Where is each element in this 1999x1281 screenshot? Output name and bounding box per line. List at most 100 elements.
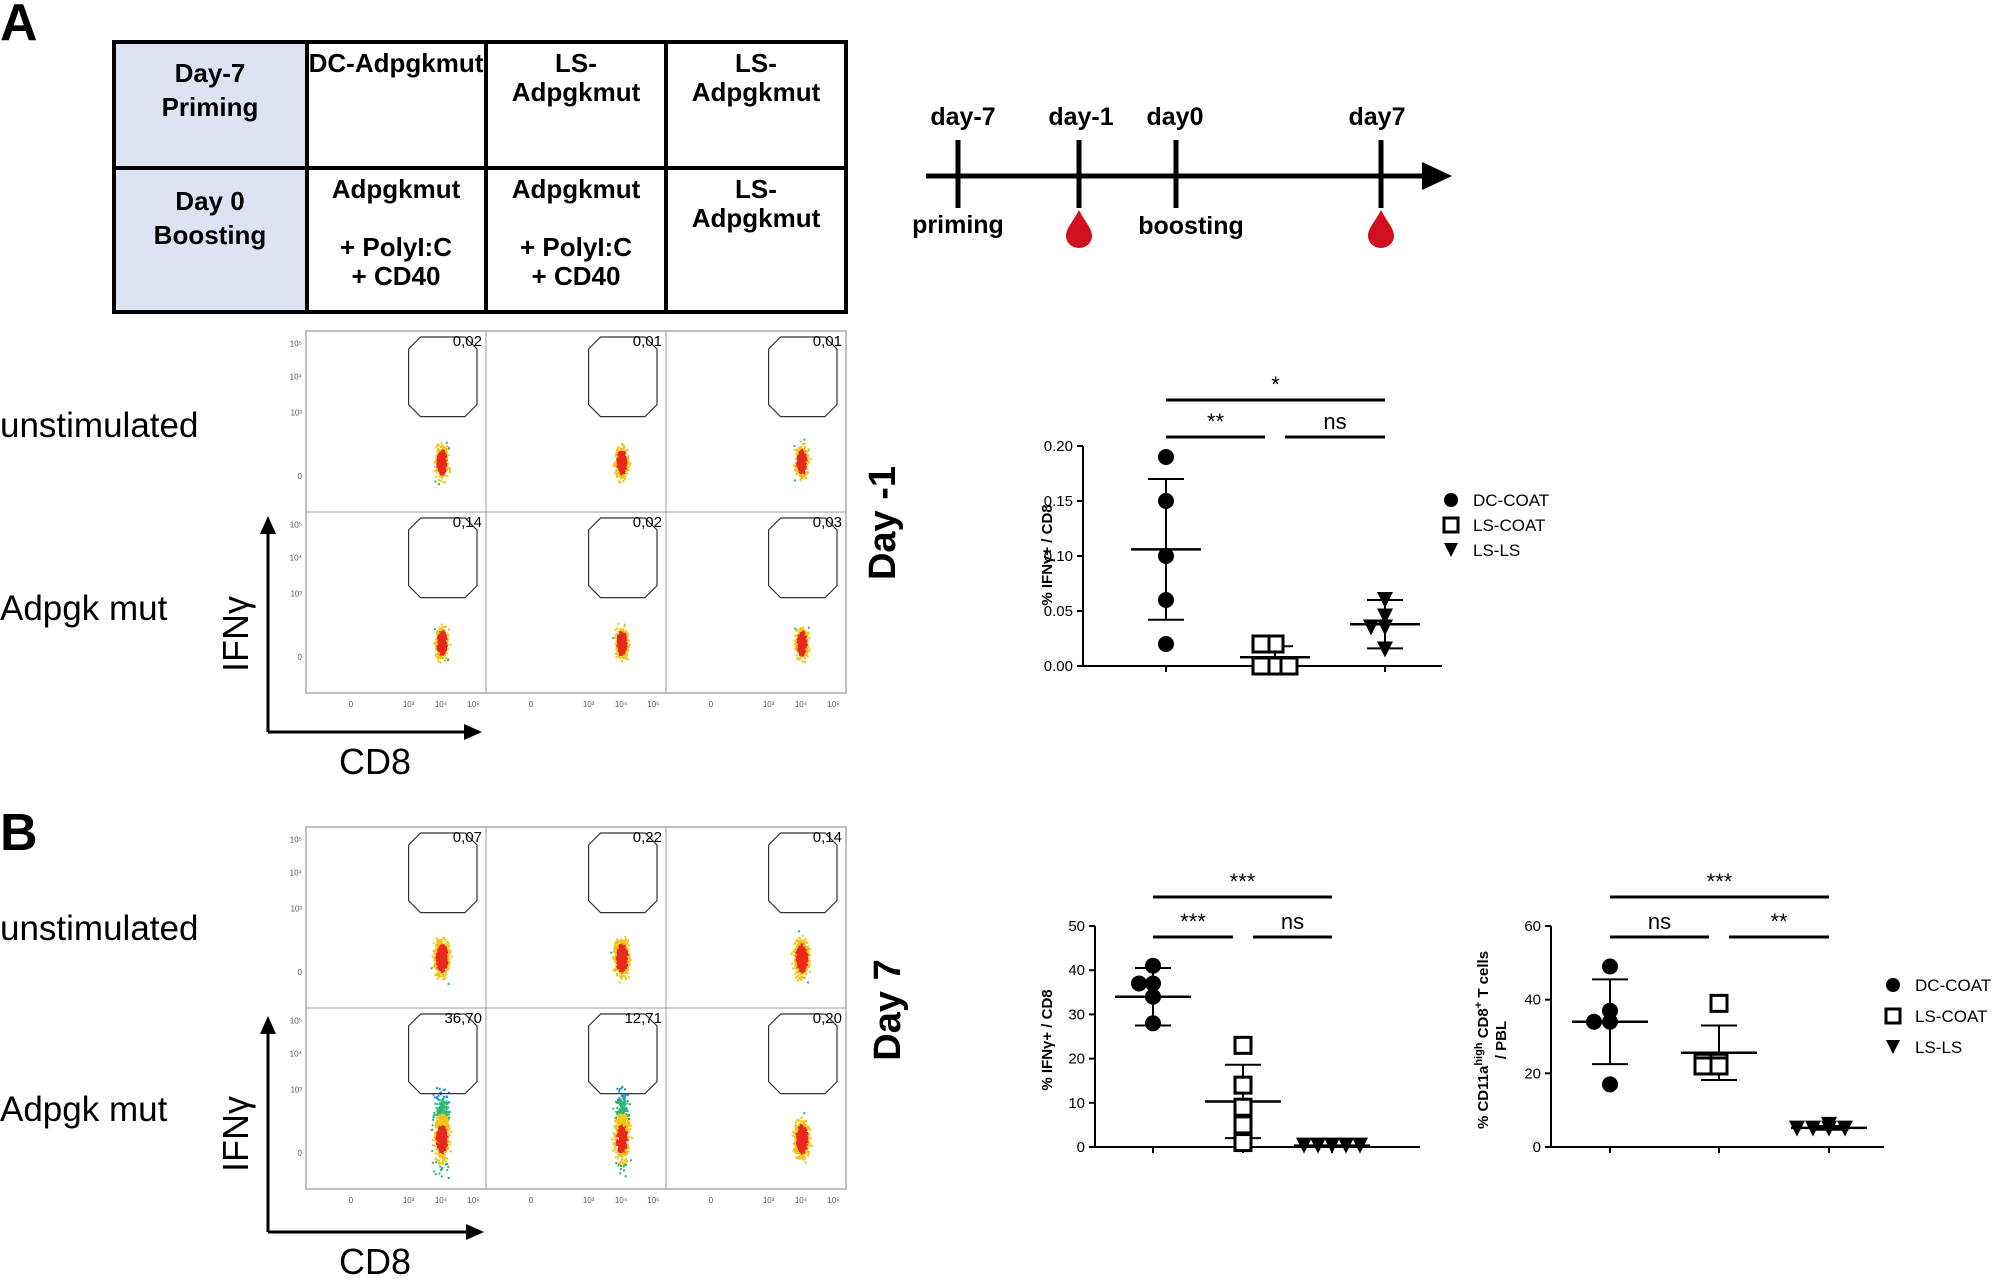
flow-tick-label: 10⁴: [795, 700, 808, 709]
flow-tick-label: 0: [709, 1196, 714, 1205]
flow-tick-label: 10⁴: [615, 700, 628, 709]
timeline: day-7 day-1 day0 day7 priming boosting: [912, 103, 1452, 248]
series-ls-ls: [1294, 1138, 1370, 1154]
flow-tick-label: 0: [349, 700, 354, 709]
flow-tick-label: 10³: [290, 589, 302, 598]
flow-x-arrowhead: [466, 1224, 484, 1240]
significance-label: **: [1207, 409, 1225, 434]
table-cell-text: + PolyI:C: [520, 232, 632, 262]
table-cell-text: Adpgkmut: [692, 203, 821, 233]
data-point: [1602, 1076, 1618, 1092]
timeline-arrowhead: [1422, 162, 1452, 190]
timeline-label-day-7: day7: [1349, 103, 1406, 131]
table-cell-text: + CD40: [352, 261, 441, 291]
series-dc-coat: [1115, 958, 1191, 1031]
flow-tick-label: 10⁵: [467, 1196, 479, 1205]
flow-tick-label: 0: [349, 1196, 354, 1205]
y-tick-label: 0.00: [1044, 658, 1073, 675]
data-point: [1253, 636, 1269, 652]
data-point: [1602, 959, 1618, 975]
flow-tick-label: 10⁵: [647, 1196, 659, 1205]
series-ls-ls: [1789, 1117, 1867, 1137]
data-point: [1253, 658, 1269, 674]
series-ls-coat: [1240, 636, 1310, 674]
data-point: [1711, 1058, 1727, 1074]
series-ls-coat: [1681, 995, 1757, 1080]
series-dc-coat: [1572, 959, 1648, 1093]
blood-drop-icon: [1066, 210, 1092, 248]
gate-percentage: 0,02: [633, 514, 662, 531]
data-point: [1158, 636, 1174, 652]
table-cell-text: + PolyI:C: [340, 232, 452, 262]
flow-tick-label: 0: [529, 700, 534, 709]
flow-tick-label: 10³: [290, 904, 302, 913]
data-point: [1235, 1135, 1251, 1151]
flow-tick-label: 10³: [290, 1085, 302, 1094]
timeline-label-day-0: day0: [1147, 103, 1204, 131]
timeline-label-boosting: boosting: [1138, 212, 1244, 240]
chart-ifng-day-minus-1: 0.000.050.100.150.20% IFNγ+ / CD8***ns: [1039, 372, 1442, 675]
y-axis-label: % CD11ahigh CD8+ T cells: [1473, 951, 1492, 1129]
legend-marker: [1886, 1009, 1900, 1023]
y-tick-label: 0: [1533, 1139, 1541, 1156]
legend-label: LS-COAT: [1473, 516, 1545, 535]
y-axis-label-line2: / PBL: [1493, 1021, 1510, 1059]
flow-tick-label: 10⁴: [795, 1196, 808, 1205]
flow-tick-label: 10⁵: [647, 700, 659, 709]
gate-percentage: 36,70: [444, 1010, 482, 1027]
flow-x-label: CD8: [339, 1241, 411, 1276]
significance-label: ***: [1180, 909, 1206, 934]
flow-tick-label: 10⁵: [290, 521, 302, 530]
table-cell-text: DC-Adpgkmut: [309, 48, 484, 78]
flow-y-label: IFNγ: [215, 1096, 256, 1172]
flow-tick-label: 10⁵: [827, 1196, 839, 1205]
gate-percentage: 0,07: [453, 829, 482, 846]
flow-tick-label: 0: [298, 653, 303, 662]
flow-x-arrowhead: [464, 724, 482, 740]
flow-tick-label: 10³: [763, 1196, 775, 1205]
data-point: [1235, 1099, 1251, 1115]
flow-row-label-unstimulated: unstimulated: [0, 406, 198, 445]
data-point: [1377, 620, 1393, 636]
flow-y-arrowhead: [260, 1016, 276, 1034]
gate-percentage: 0,20: [813, 1010, 842, 1027]
significance-label: ns: [1323, 409, 1346, 434]
flow-row-label-adpgk: Adpgk mut: [0, 1090, 168, 1129]
flow-tick-label: 10⁵: [290, 340, 302, 349]
table-cell-text: + CD40: [532, 261, 621, 291]
y-tick-label: 20: [1524, 1065, 1541, 1082]
data-point: [1377, 642, 1393, 658]
gate-percentage: 0,14: [453, 514, 482, 531]
data-point: [1158, 449, 1174, 465]
flow-tick-label: 10³: [290, 408, 302, 417]
flow-tick-label: 0: [298, 472, 303, 481]
series-dc-coat: [1131, 449, 1201, 652]
flow-tick-label: 10³: [403, 1196, 415, 1205]
flow-y-label: IFNγ: [215, 596, 256, 672]
data-point: [1711, 995, 1727, 1011]
flow-tick-label: 10⁴: [615, 1196, 628, 1205]
significance-label: ns: [1648, 909, 1671, 934]
gate-percentage: 0,02: [453, 333, 482, 350]
flow-tick-label: 10³: [763, 700, 775, 709]
flow-tick-label: 10⁴: [435, 700, 448, 709]
table-header-text: Boosting: [154, 220, 267, 250]
flow-tick-label: 10⁴: [290, 372, 303, 381]
timeline-label-day-minus-1: day-1: [1048, 103, 1113, 131]
timeline-label-day-minus-7: day-7: [930, 103, 995, 131]
y-tick-label: 50: [1068, 918, 1085, 935]
flow-tick-label: 0: [298, 1149, 303, 1158]
table-header-text: Priming: [162, 92, 259, 122]
y-tick-label: 20: [1068, 1051, 1085, 1068]
y-tick-label: 30: [1068, 1006, 1085, 1023]
table-cell-text: LS-: [735, 174, 777, 204]
table-cell-text: Adpgkmut: [692, 77, 821, 107]
data-point: [1158, 592, 1174, 608]
data-point: [1695, 1058, 1711, 1074]
data-point: [1363, 620, 1379, 636]
data-point: [1145, 958, 1161, 974]
